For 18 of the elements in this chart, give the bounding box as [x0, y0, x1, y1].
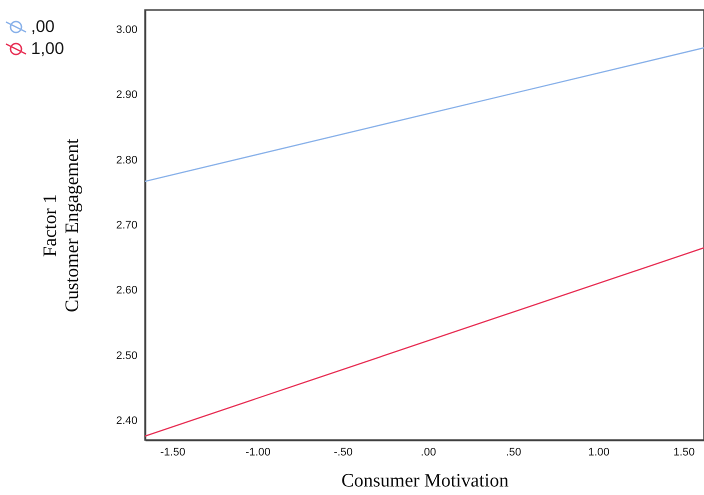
legend-label: ,00 — [31, 17, 55, 36]
y-tick-label: 3.00 — [116, 24, 138, 36]
y-tick-label: 2.40 — [116, 414, 138, 427]
y-tick-label: 2.80 — [116, 154, 138, 166]
y-tick-label: 2.60 — [116, 284, 138, 297]
legend-label: 1,00 — [31, 39, 64, 58]
x-tick-label: .50 — [506, 446, 522, 458]
x-tick-label: 1.00 — [588, 446, 610, 458]
y-tick-label: 2.50 — [116, 350, 138, 362]
x-tick-label: .00 — [420, 446, 436, 458]
y-tick-label: 2.70 — [116, 220, 138, 232]
x-tick-label: -1.50 — [160, 446, 186, 458]
x-axis-title: Consumer Motivation — [341, 470, 510, 492]
x-tick-label: 1.50 — [673, 446, 695, 458]
x-tick-label: -1.00 — [245, 446, 271, 458]
y-axis-title: Factor 1 Customer Engagement — [40, 138, 84, 312]
x-tick-label: -.50 — [334, 446, 353, 458]
y-tick-label: 2.90 — [116, 89, 138, 102]
